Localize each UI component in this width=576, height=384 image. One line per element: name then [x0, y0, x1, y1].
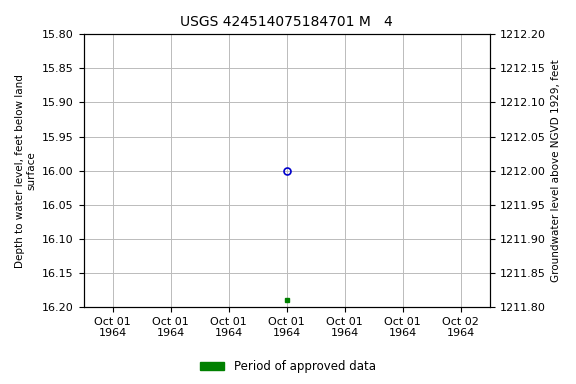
Y-axis label: Depth to water level, feet below land
surface: Depth to water level, feet below land su…: [15, 74, 37, 268]
Title: USGS 424514075184701 M   4: USGS 424514075184701 M 4: [180, 15, 393, 29]
Legend: Period of approved data: Period of approved data: [196, 356, 380, 378]
Y-axis label: Groundwater level above NGVD 1929, feet: Groundwater level above NGVD 1929, feet: [551, 59, 561, 282]
